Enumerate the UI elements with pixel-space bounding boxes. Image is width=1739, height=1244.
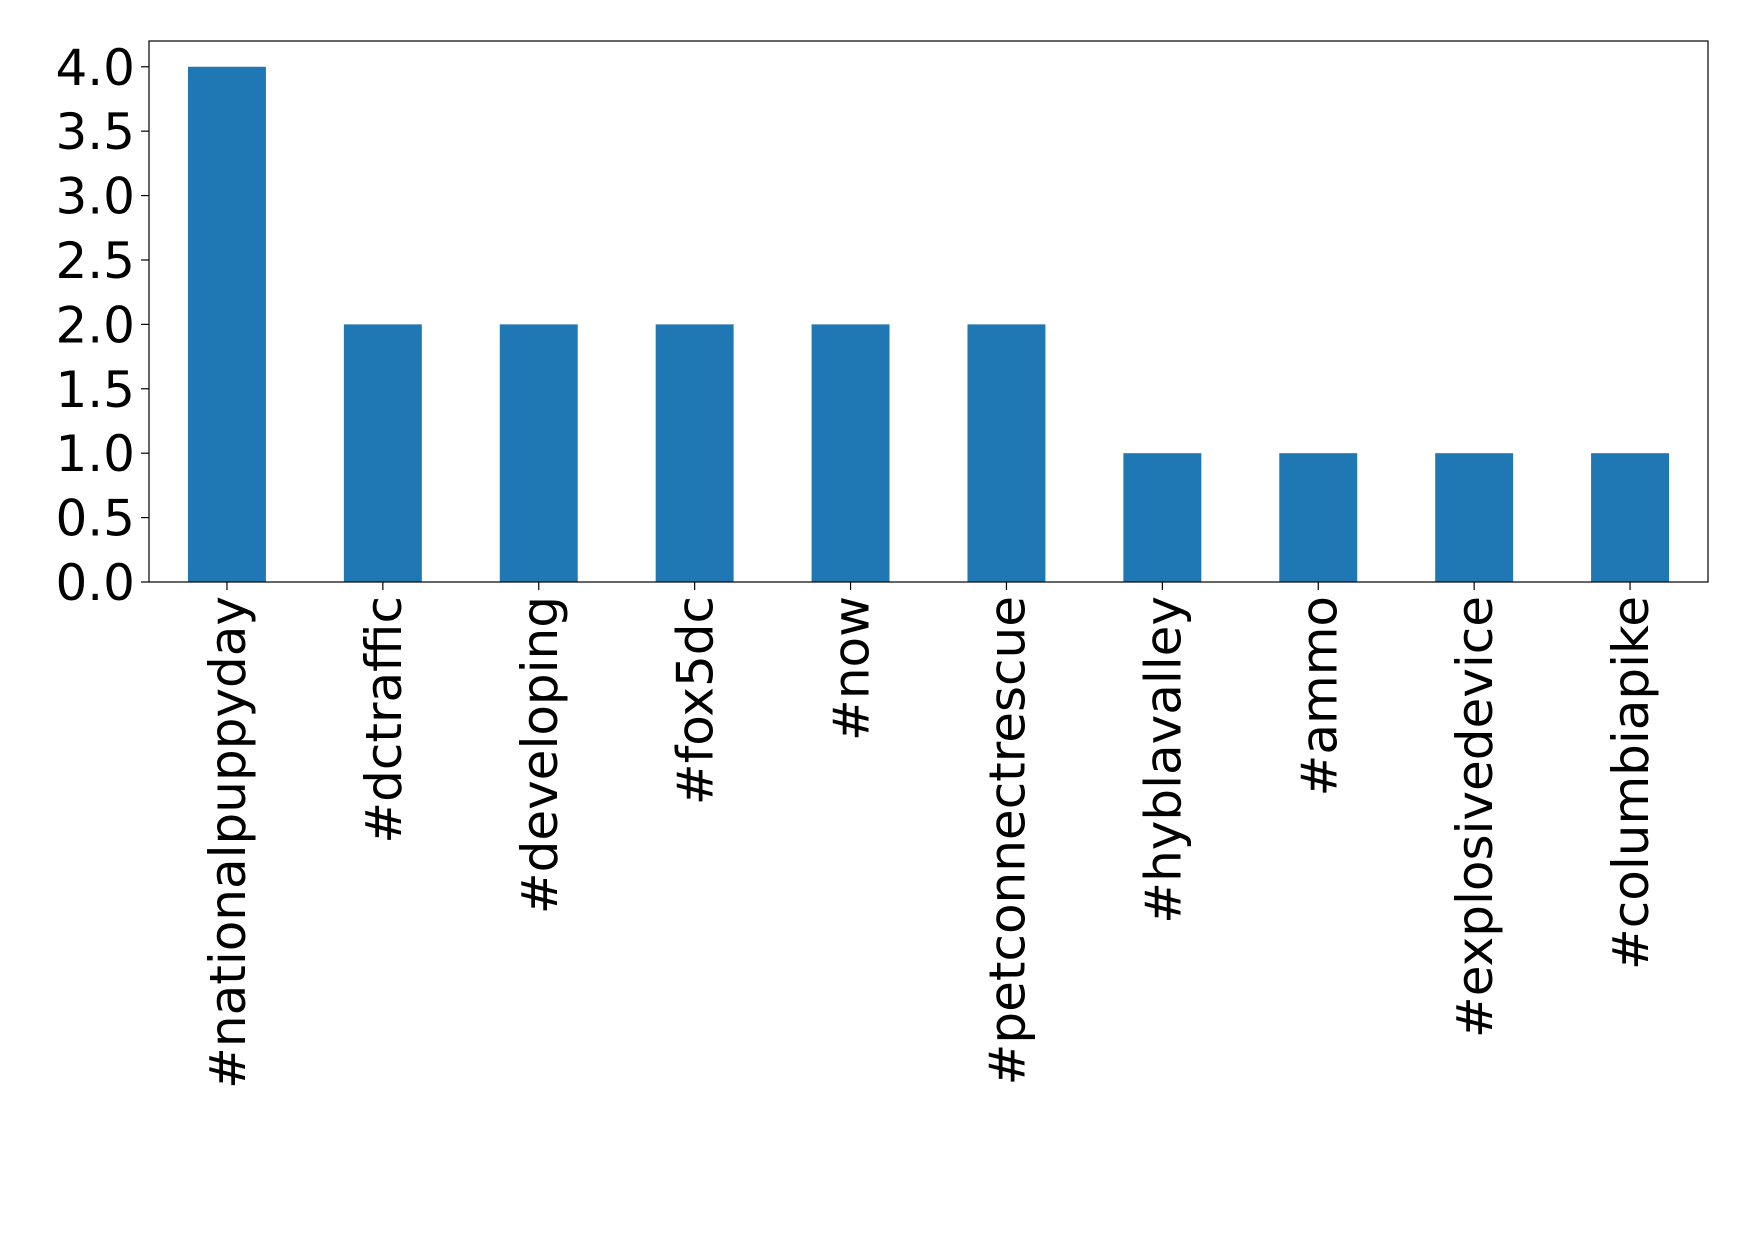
x-tick-label: #columbiapike xyxy=(1602,596,1660,970)
bar xyxy=(1435,453,1514,582)
plot-frame xyxy=(148,40,1709,583)
x-tick-label: #petconnectrescue xyxy=(978,596,1036,1086)
bar xyxy=(655,324,734,582)
x-tick-label: #now xyxy=(823,596,881,741)
bar xyxy=(499,324,578,582)
x-tick-label: #dctraffic xyxy=(355,596,413,844)
y-tick-label: 0.0 xyxy=(55,554,135,612)
y-tick-label: 1.5 xyxy=(55,361,135,419)
bar xyxy=(967,324,1046,582)
bar xyxy=(1591,453,1670,582)
bar xyxy=(187,66,266,582)
y-tick-label: 4.0 xyxy=(55,39,135,97)
y-tick-label: 3.0 xyxy=(55,168,135,226)
y-tick-label: 2.5 xyxy=(55,232,135,290)
x-tick-label: #explosivedevice xyxy=(1446,596,1504,1038)
x-tick-label: #fox5dc xyxy=(667,596,725,805)
y-tick-label: 2.0 xyxy=(55,296,135,354)
y-tick-label: 1.0 xyxy=(55,425,135,483)
bar xyxy=(811,324,890,582)
bar xyxy=(1123,453,1202,582)
y-tick-label: 3.5 xyxy=(55,103,135,161)
x-tick-label: #ammo xyxy=(1290,596,1348,797)
bar xyxy=(1279,453,1358,582)
bar xyxy=(343,324,422,582)
x-tick-label: #hyblavalley xyxy=(1134,596,1192,924)
y-tick-label: 0.5 xyxy=(55,490,135,548)
x-tick-label: #developing xyxy=(511,596,569,914)
x-tick-label: #nationalpuppyday xyxy=(199,596,257,1089)
